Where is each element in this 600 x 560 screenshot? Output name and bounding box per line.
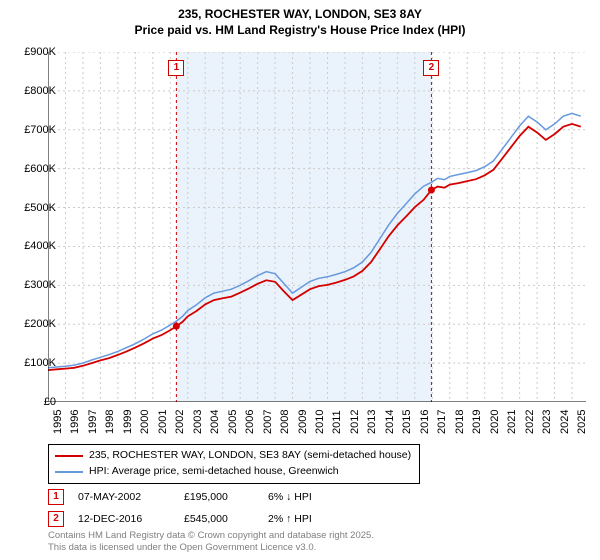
x-tick-label: 2009 xyxy=(297,410,309,434)
sale-delta: 2% ↑ HPI xyxy=(268,513,312,525)
x-tick-label: 2012 xyxy=(349,410,361,434)
y-tick-label: £500K xyxy=(24,202,56,214)
x-tick-label: 2018 xyxy=(454,410,466,434)
x-tick-label: 2007 xyxy=(262,410,274,434)
x-tick-label: 2016 xyxy=(419,410,431,434)
legend: 235, ROCHESTER WAY, LONDON, SE3 8AY (sem… xyxy=(48,444,420,484)
chart-container: 235, ROCHESTER WAY, LONDON, SE3 8AY Pric… xyxy=(0,0,600,560)
sales-table: 1 07-MAY-2002 £195,000 6% ↓ HPI 2 12-DEC-2016… xyxy=(48,486,312,530)
x-tick-label: 2019 xyxy=(471,410,483,434)
x-tick-label: 2020 xyxy=(489,410,501,434)
legend-swatch xyxy=(55,455,83,457)
y-tick-label: £900K xyxy=(24,46,56,58)
x-tick-label: 2023 xyxy=(541,410,553,434)
x-tick-label: 2025 xyxy=(576,410,588,434)
x-tick-label: 2008 xyxy=(279,410,291,434)
x-tick-label: 2022 xyxy=(524,410,536,434)
y-tick-label: £100K xyxy=(24,357,56,369)
y-tick-label: £0 xyxy=(44,396,56,408)
x-tick-label: 2003 xyxy=(192,410,204,434)
legend-label: 235, ROCHESTER WAY, LONDON, SE3 8AY (sem… xyxy=(89,448,411,464)
footer-line-1: Contains HM Land Registry data © Crown c… xyxy=(48,530,374,542)
sale-marker-1: 1 xyxy=(168,60,184,76)
legend-item: 235, ROCHESTER WAY, LONDON, SE3 8AY (sem… xyxy=(55,448,411,464)
footer-attribution: Contains HM Land Registry data © Crown c… xyxy=(48,530,374,554)
sale-price: £545,000 xyxy=(184,513,254,525)
x-tick-label: 2014 xyxy=(384,410,396,434)
y-tick-label: £700K xyxy=(24,124,56,136)
x-tick-label: 2010 xyxy=(314,410,326,434)
x-tick-label: 2017 xyxy=(436,410,448,434)
title-line-1: 235, ROCHESTER WAY, LONDON, SE3 8AY xyxy=(0,6,600,22)
legend-swatch xyxy=(55,471,83,473)
x-tick-label: 2021 xyxy=(506,410,518,434)
x-tick-label: 1995 xyxy=(52,410,64,434)
sale-delta: 6% ↓ HPI xyxy=(268,491,312,503)
x-tick-label: 2013 xyxy=(366,410,378,434)
plot-area xyxy=(48,52,586,402)
y-tick-label: £300K xyxy=(24,279,56,291)
sale-date: 12-DEC-2016 xyxy=(78,513,170,525)
x-tick-label: 1999 xyxy=(122,410,134,434)
x-tick-label: 1996 xyxy=(69,410,81,434)
x-tick-label: 2024 xyxy=(559,410,571,434)
chart-svg xyxy=(48,52,586,402)
x-tick-label: 2011 xyxy=(331,410,343,434)
x-tick-label: 2004 xyxy=(209,410,221,434)
x-tick-label: 2006 xyxy=(244,410,256,434)
sale-row: 2 12-DEC-2016 £545,000 2% ↑ HPI xyxy=(48,508,312,530)
x-tick-label: 2000 xyxy=(139,410,151,434)
sale-row: 1 07-MAY-2002 £195,000 6% ↓ HPI xyxy=(48,486,312,508)
sale-row-marker: 1 xyxy=(48,489,64,505)
sale-date: 07-MAY-2002 xyxy=(78,491,170,503)
y-tick-label: £800K xyxy=(24,85,56,97)
x-tick-label: 2015 xyxy=(401,410,413,434)
sale-price: £195,000 xyxy=(184,491,254,503)
legend-item: HPI: Average price, semi-detached house,… xyxy=(55,464,411,480)
x-tick-label: 2005 xyxy=(227,410,239,434)
x-tick-label: 1997 xyxy=(87,410,99,434)
chart-title: 235, ROCHESTER WAY, LONDON, SE3 8AY Pric… xyxy=(0,0,600,38)
legend-label: HPI: Average price, semi-detached house,… xyxy=(89,464,339,480)
x-tick-label: 1998 xyxy=(104,410,116,434)
x-tick-label: 2001 xyxy=(157,410,169,434)
footer-line-2: This data is licensed under the Open Gov… xyxy=(48,542,374,554)
y-tick-label: £200K xyxy=(24,318,56,330)
y-tick-label: £400K xyxy=(24,240,56,252)
sale-marker-2: 2 xyxy=(423,60,439,76)
sale-row-marker: 2 xyxy=(48,511,64,527)
title-line-2: Price paid vs. HM Land Registry's House … xyxy=(0,22,600,38)
y-tick-label: £600K xyxy=(24,163,56,175)
x-tick-label: 2002 xyxy=(174,410,186,434)
